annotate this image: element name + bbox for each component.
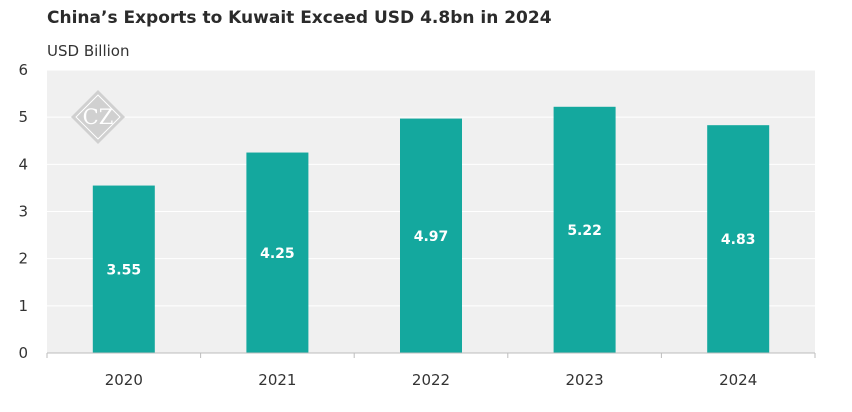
bar-2020	[92, 185, 155, 353]
x-tick-label: 2021	[258, 371, 296, 389]
bars: 3.55 4.25 4.97 5.22 4.83	[92, 106, 770, 353]
watermark-logo: CZ	[71, 90, 125, 144]
y-tick-label: 3	[18, 203, 28, 221]
bar-value-label: 5.22	[567, 223, 602, 239]
y-tick-label: 2	[18, 250, 28, 268]
bar-2024	[707, 125, 770, 353]
x-tick-label: 2023	[566, 371, 604, 389]
bar-2023	[553, 106, 616, 353]
x-tick-label: 2022	[412, 371, 450, 389]
bar-value-label: 4.25	[260, 246, 295, 262]
watermark-diamond	[71, 90, 125, 144]
bar-2022	[400, 118, 462, 353]
watermark-inner-border	[75, 94, 121, 140]
axes: 0 1 2 3 4 5 6 2020 2021 2022 2023 2024	[18, 61, 816, 389]
bar-2021	[246, 152, 309, 353]
y-tick-label: 1	[18, 297, 28, 315]
y-tick-label: 5	[18, 108, 28, 126]
bar-value-label: 4.83	[721, 232, 756, 248]
y-tick-label: 6	[18, 61, 28, 79]
x-tick-label: 2024	[719, 371, 757, 389]
bar-value-label: 4.97	[414, 229, 449, 245]
y-tick-label: 0	[18, 344, 28, 362]
bar-value-label: 3.55	[107, 262, 142, 278]
watermark-text: CZ	[83, 105, 114, 129]
x-tick-label: 2020	[105, 371, 143, 389]
y-axis-unit-label: USD Billion	[47, 42, 130, 60]
y-tick-label: 4	[18, 155, 28, 173]
chart-title: China’s Exports to Kuwait Exceed USD 4.8…	[47, 8, 552, 28]
